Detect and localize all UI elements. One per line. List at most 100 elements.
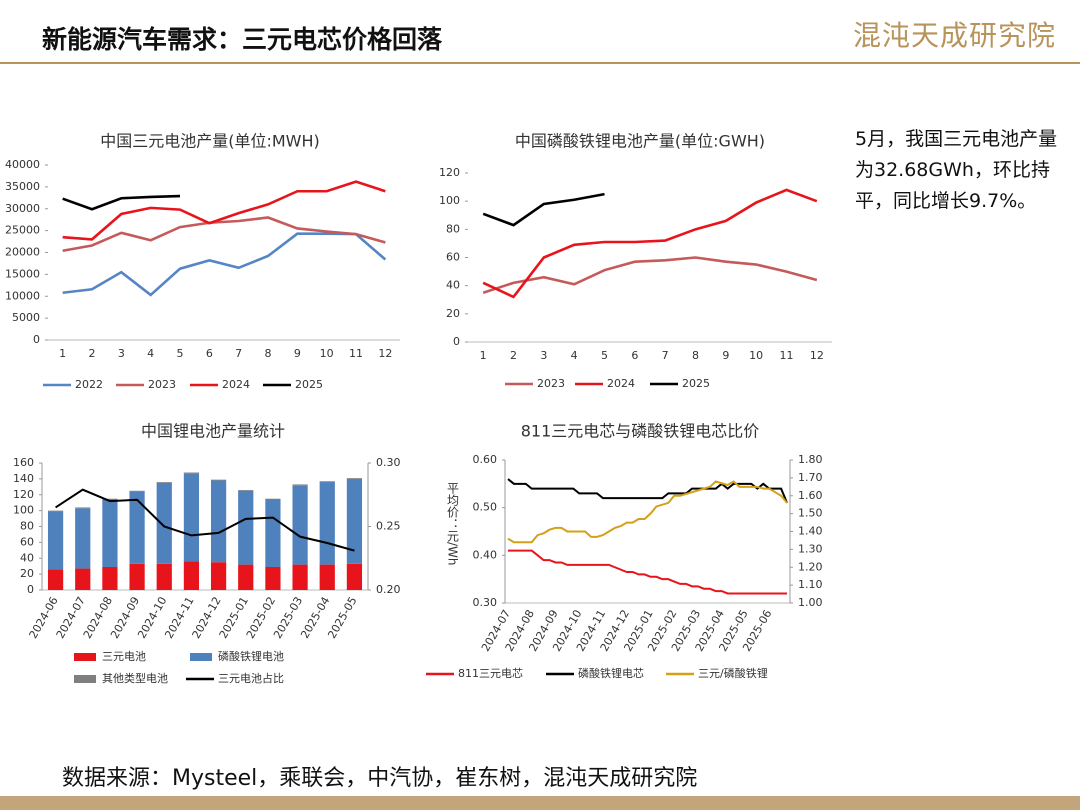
- y-tick-label: 40000: [5, 158, 40, 171]
- y-tick-label: 10000: [5, 289, 40, 302]
- y-tick-label: 30000: [5, 202, 40, 215]
- y2-tick-label: 1.60: [798, 489, 823, 502]
- bar: [346, 478, 363, 564]
- bar: [47, 511, 64, 570]
- legend-label: 三元电池占比: [218, 671, 284, 685]
- x-tick-label: 10: [320, 347, 334, 360]
- y-tick-label: 120: [439, 166, 460, 179]
- legend-label: 2023: [148, 378, 176, 391]
- bar: [102, 499, 118, 567]
- x-tick-label: 12: [378, 347, 392, 360]
- x-tick-label: 7: [235, 347, 242, 360]
- footer-bar: [0, 796, 1080, 810]
- series-line: [507, 478, 788, 504]
- bar: [183, 561, 200, 590]
- legend-label: 其他类型电池: [102, 671, 168, 685]
- source: 数据来源：Mysteel，乘联会，中汽协，崔东树，混沌天成研究院: [62, 766, 698, 791]
- x-tick-label: 10: [749, 349, 763, 362]
- legend-swatch: [74, 653, 96, 661]
- y2-tick-label: 1.70: [798, 471, 823, 484]
- x-tick-label: 7: [662, 349, 669, 362]
- y2-tick-label: 0.20: [376, 583, 401, 596]
- series-line: [55, 488, 355, 552]
- y-tick-label: 100: [439, 194, 460, 207]
- legend-label: 2024: [607, 377, 635, 390]
- y2-tick-label: 1.40: [798, 525, 823, 538]
- x-tick-label: 9: [722, 349, 729, 362]
- legend-label: 811三元电芯: [458, 666, 523, 680]
- y-tick-label: 0.30: [473, 596, 498, 609]
- bar: [129, 563, 145, 590]
- x-tick-label: 2: [510, 349, 517, 362]
- legend-swatch: [190, 653, 212, 661]
- series-line: [482, 256, 818, 294]
- bar: [292, 484, 308, 486]
- y-tick-label: 0: [453, 335, 460, 348]
- bar: [319, 482, 335, 565]
- bar: [265, 498, 281, 500]
- y-tick-label: 40: [20, 551, 34, 564]
- y-tick-label: 120: [13, 488, 34, 501]
- bar: [210, 480, 227, 563]
- note: 5月，我国三元电池产量为32.68GWh，环比持平，同比增长9.7%。: [855, 128, 1058, 212]
- bar: [292, 485, 308, 565]
- legend-label: 2025: [682, 377, 710, 390]
- bar: [75, 507, 91, 509]
- bar: [183, 473, 200, 562]
- bar: [47, 510, 64, 512]
- x-tick-label: 6: [631, 349, 638, 362]
- bar: [102, 498, 118, 500]
- x-tick-label: 8: [265, 347, 272, 360]
- bar: [129, 490, 145, 492]
- legend-label: 2022: [75, 378, 103, 391]
- y2-tick-label: 0.30: [376, 456, 401, 469]
- x-tick-label: 11: [349, 347, 363, 360]
- bar: [346, 478, 363, 479]
- bar: [156, 482, 172, 483]
- bar: [265, 566, 281, 590]
- x-tick-label: 5: [601, 349, 608, 362]
- header-rule: [0, 62, 1080, 64]
- slide-title: 新能源汽车需求：三元电芯价格回落: [42, 25, 443, 54]
- x-tick-label: 11: [780, 349, 794, 362]
- bar: [238, 564, 254, 590]
- legend-label: 三元电池: [102, 650, 146, 663]
- legend-label: 三元/磷酸铁锂: [698, 666, 768, 680]
- bar: [319, 481, 335, 483]
- y2-tick-label: 1.20: [798, 560, 823, 573]
- x-tick-label: 1: [59, 347, 66, 360]
- series-line: [62, 216, 386, 253]
- bar: [292, 564, 308, 590]
- bar: [238, 490, 254, 565]
- y-tick-label: 80: [20, 520, 34, 533]
- y2-tick-label: 1.00: [798, 596, 823, 609]
- chart-title: 811三元电芯与磷酸铁锂电芯比价: [521, 422, 760, 441]
- legend-label: 2023: [537, 377, 565, 390]
- series-line: [507, 549, 788, 595]
- y-tick-label: 20: [20, 567, 34, 580]
- legend-label: 磷酸铁锂电池: [218, 649, 284, 663]
- logo: 混沌天成研究院: [852, 19, 1056, 52]
- bar: [319, 564, 335, 590]
- y-tick-label: 160: [13, 456, 34, 469]
- bar: [210, 562, 227, 590]
- bar: [156, 563, 172, 590]
- x-tick-label: 3: [540, 349, 547, 362]
- series-line: [482, 192, 605, 227]
- y-tick-label: 40: [446, 279, 460, 292]
- legend-label: 2025: [295, 378, 323, 391]
- y-tick-label: 20000: [5, 246, 40, 259]
- series-line: [62, 194, 181, 211]
- bar: [183, 472, 200, 474]
- bar: [47, 569, 64, 590]
- series-line: [482, 188, 818, 299]
- bar: [265, 499, 281, 567]
- legend-label: 2024: [222, 378, 250, 391]
- y-tick-label: 0.60: [473, 453, 498, 466]
- legend-swatch: [74, 675, 96, 683]
- y-tick-label: 15000: [5, 267, 40, 280]
- chart-title: 中国锂电池产量统计: [141, 422, 285, 441]
- series-line: [507, 480, 788, 544]
- y-tick-label: 5000: [12, 311, 40, 324]
